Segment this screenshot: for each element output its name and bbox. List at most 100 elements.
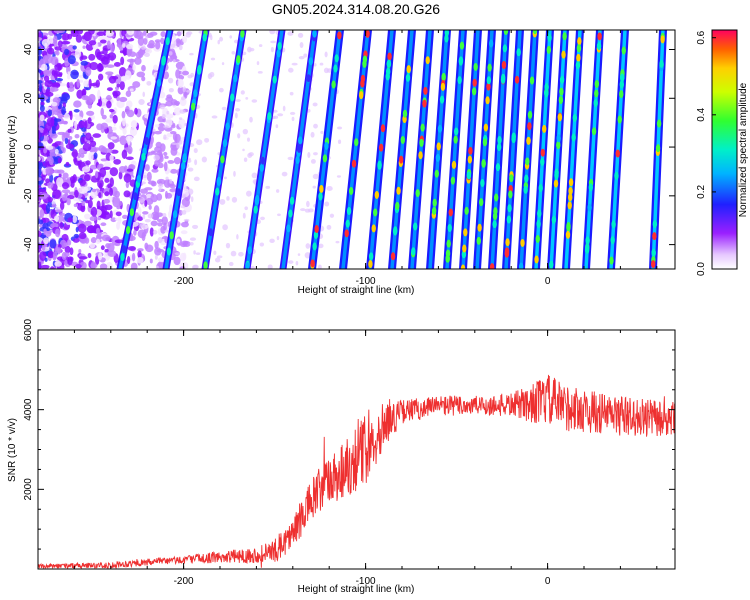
spectrogram-blob (460, 264, 466, 269)
spectrogram-speckle (126, 168, 134, 172)
spectrogram-speckle (155, 265, 160, 269)
spectrogram-blob (136, 174, 142, 183)
spectrogram-speckle (313, 63, 317, 67)
spectrogram-speckle (130, 120, 138, 129)
spectrogram-blob (346, 206, 352, 215)
spectrogram-speckle (111, 76, 119, 80)
spectrogram-speckle (201, 156, 207, 163)
spectrogram-speckle (187, 167, 194, 172)
spectrogram-speckle (41, 63, 48, 72)
spectrogram-blob (296, 144, 302, 153)
spectrogram-speckle (249, 47, 255, 52)
spectrogram-speckle (146, 171, 152, 182)
spectrogram-speckle (318, 243, 324, 249)
spectrogram-speckle (190, 72, 195, 78)
spectrogram-blob (526, 136, 531, 145)
spectrogram-blob (614, 171, 619, 180)
spectrogram-speckle (312, 185, 316, 189)
spectrogram-speckle (326, 68, 333, 73)
spectrogram-speckle (62, 147, 66, 154)
spectrogram-blob (594, 89, 599, 98)
spectrogram-speckle (64, 48, 70, 56)
snr-y-tick-label: 2000 (23, 478, 34, 501)
spectrogram-speckle (83, 174, 91, 182)
spectrogram-blob (588, 183, 593, 192)
spectrogram-blob (508, 190, 513, 199)
spectrogram-speckle (171, 43, 176, 48)
spectrogram-speckle (144, 164, 150, 172)
spectrogram-speckle (97, 89, 101, 100)
spectrogram-speckle (182, 240, 191, 247)
spectrogram-blob (306, 74, 311, 83)
spectrogram-blob (431, 206, 437, 215)
spectrogram-speckle (69, 81, 74, 88)
spectrogram-speckle (174, 252, 181, 256)
spectrogram-speckle (106, 40, 111, 50)
spectrogram-blob (535, 234, 540, 243)
spectrogram-blob (451, 160, 457, 169)
spectrogram-speckle (153, 205, 160, 215)
spectrogram-blob (518, 262, 524, 269)
spectrogram-blob (436, 142, 441, 151)
spectrogram-speckle (310, 131, 315, 138)
spectrogram-speckle (107, 250, 117, 258)
spectrogram-band-core (549, 30, 567, 269)
spectrogram-speckle (83, 31, 92, 42)
spectrogram-speckle (67, 55, 76, 65)
spectrogram-blob (656, 119, 662, 128)
spectrogram-speckle (307, 151, 311, 158)
spectrogram-speckle (169, 179, 173, 184)
spectrogram-speckle (90, 262, 98, 269)
spectrogram-blob (617, 115, 622, 124)
spectrogram-speckle (170, 168, 178, 174)
spectrogram-speckle (98, 192, 102, 199)
spectrogram-speckle (310, 158, 316, 164)
spectrogram-speckle (81, 200, 86, 207)
spectrogram-speckle (237, 133, 241, 139)
spectrogram-blob (503, 30, 509, 35)
spectrogram-blob (446, 239, 451, 248)
spectrogram-blob (652, 220, 658, 229)
snr-y-ticks: 2000 4000 6000 (23, 318, 675, 550)
spectrogram-speckle (137, 229, 147, 239)
spectrogram-speckle (127, 246, 136, 251)
spectrogram-blob (373, 208, 378, 217)
spectrogram-blob (286, 224, 291, 233)
spectrogram-speckle (142, 214, 146, 220)
spectrogram-speckle (336, 126, 343, 130)
spectrogram-blob (277, 41, 282, 50)
spectrogram-speckle (57, 63, 62, 72)
spectrogram-speckle (87, 199, 93, 209)
spectrogram-blob (377, 160, 382, 169)
spectrogram-speckle (230, 250, 237, 257)
spectrogram-speckle (151, 181, 157, 187)
spectrogram-speckle (157, 122, 166, 132)
spectrogram-speckle (180, 230, 188, 235)
spectrogram-speckle (89, 140, 97, 147)
spectrogram-speckle (96, 31, 105, 37)
spectrogram-speckle (243, 157, 248, 162)
spectrogram-speckle (155, 40, 161, 50)
spectrogram-speckle (214, 257, 221, 263)
spectrogram-speckle (70, 30, 79, 38)
spectrogram-blob (161, 57, 166, 66)
spectrogram-speckle (182, 86, 187, 93)
spectrogram-blob (620, 73, 625, 82)
spectrogram-speckle (219, 87, 224, 93)
spectrogram-blob (651, 260, 656, 269)
spectrogram-speckle (54, 228, 61, 238)
spectrogram-speckle (270, 40, 276, 44)
spectrogram-speckle (137, 216, 143, 222)
spectrogram-speckle (89, 243, 96, 249)
spectrogram-blob (395, 201, 400, 210)
spectrogram-blob (540, 148, 546, 157)
spectrogram-blob (453, 135, 458, 144)
spectrogram-speckle (84, 237, 90, 244)
snr-x-tick-label: 0 (545, 576, 551, 587)
spectrogram-blob (202, 33, 207, 42)
spectrogram-speckle (57, 40, 63, 48)
spectrogram-speckle (54, 247, 62, 254)
spectrogram-speckle (137, 250, 142, 259)
